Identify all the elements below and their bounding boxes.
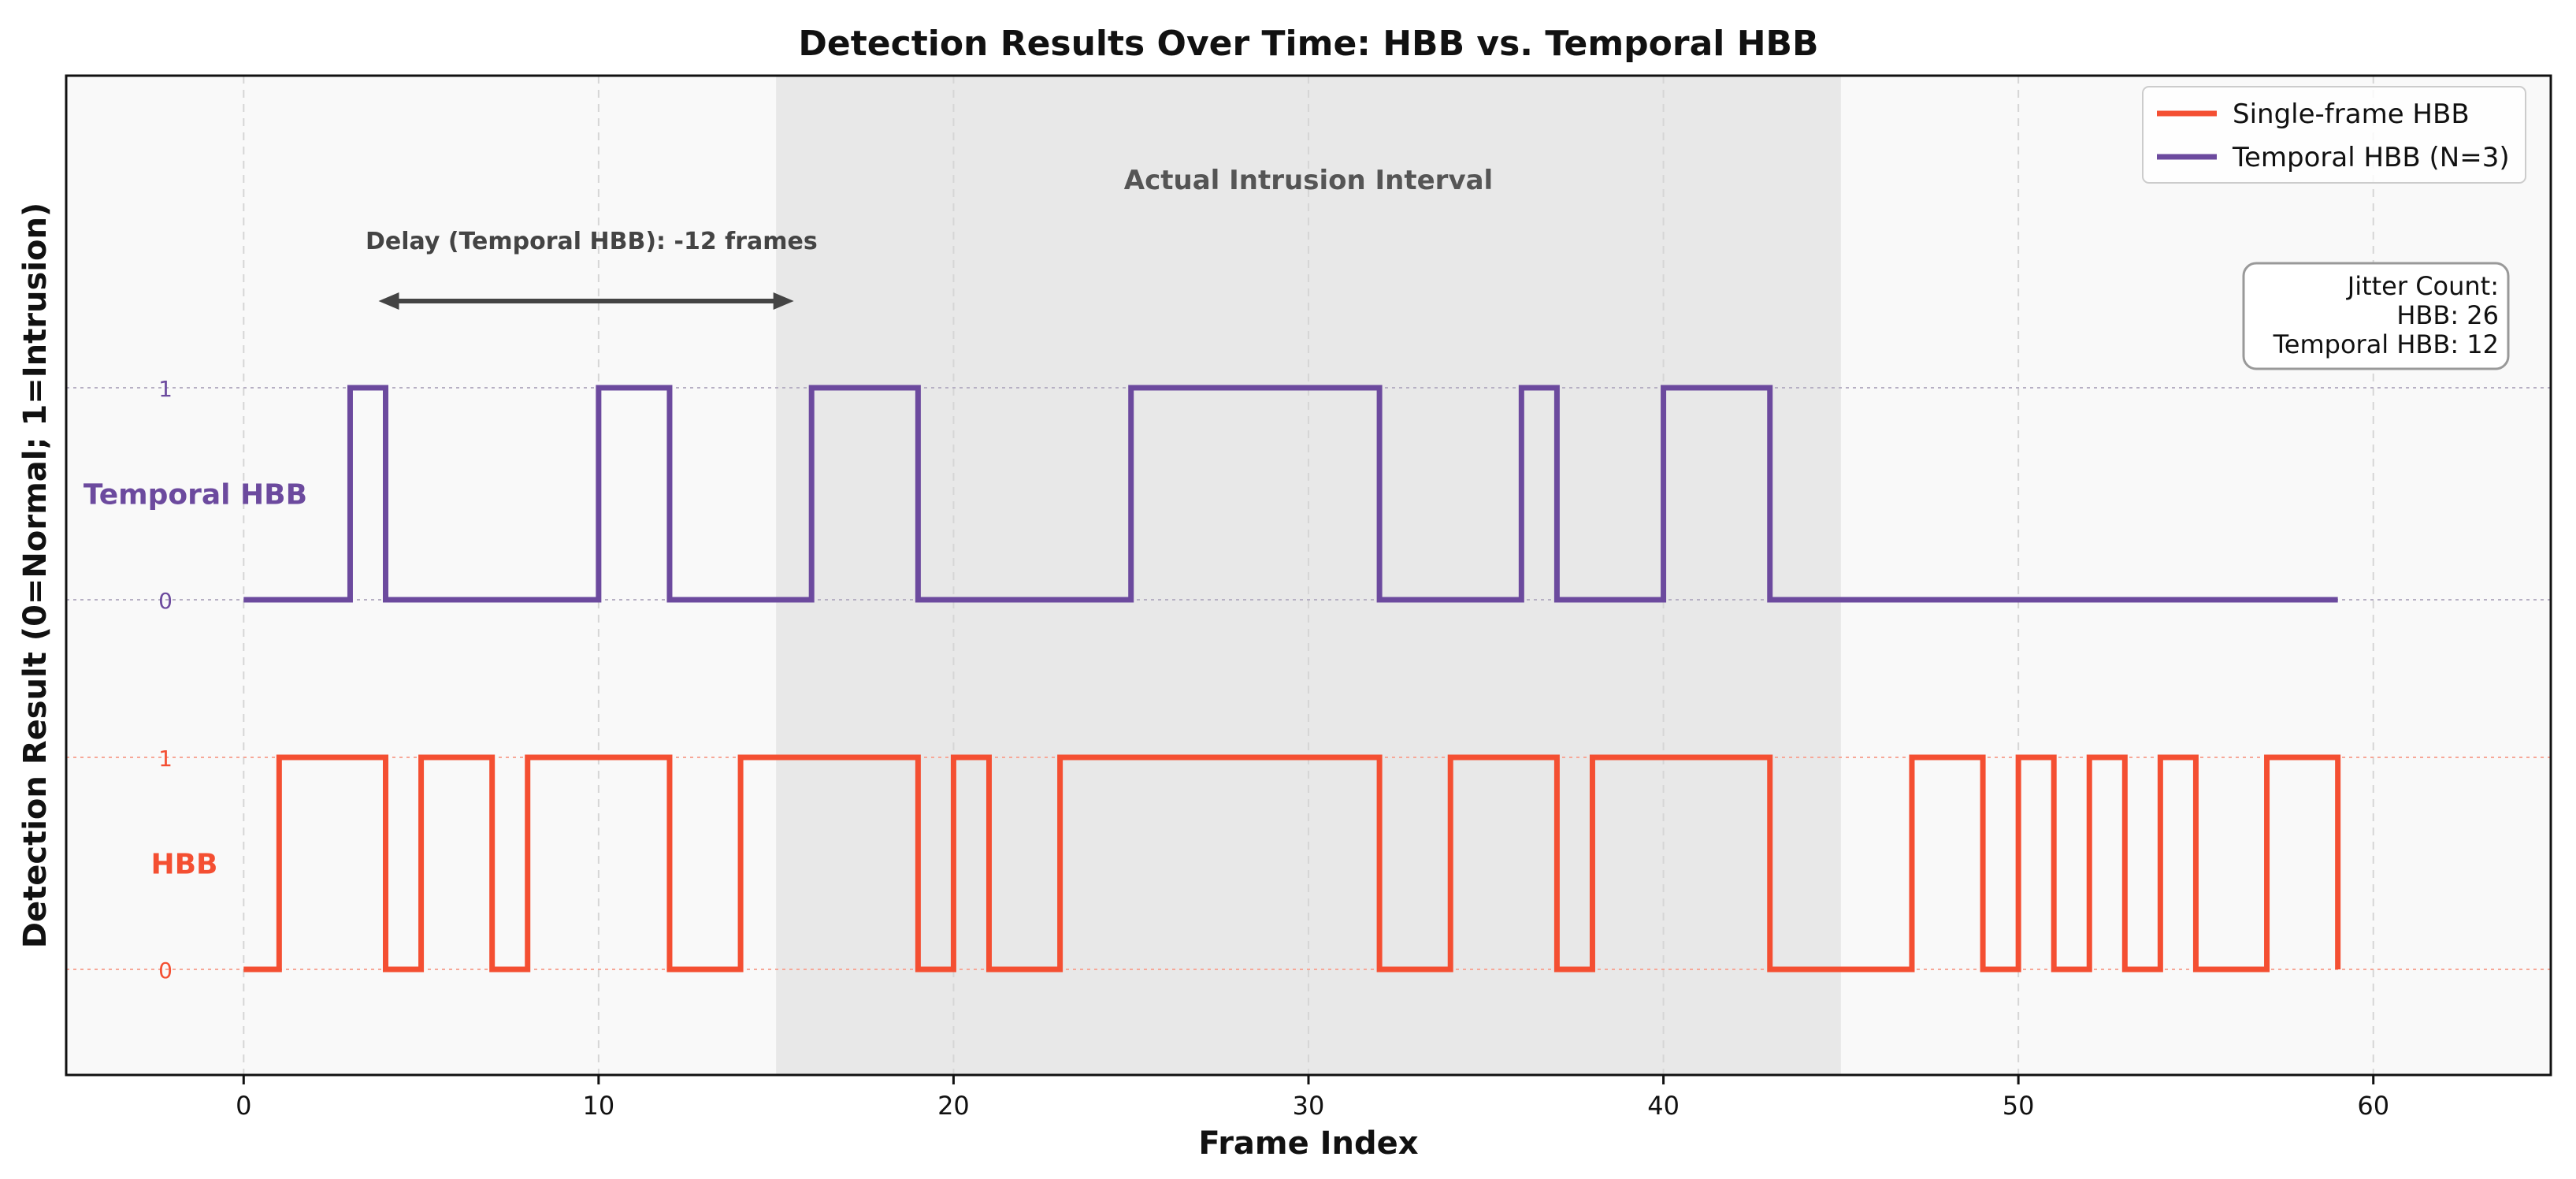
x-tick-label: 20 bbox=[937, 1091, 970, 1121]
chart-title: Detection Results Over Time: HBB vs. Tem… bbox=[798, 24, 1818, 64]
row-label-temporal-hbb: Temporal HBB bbox=[84, 479, 307, 511]
level-tick-label: 0 bbox=[158, 958, 173, 984]
level-tick-label: 0 bbox=[158, 588, 173, 614]
delay-annotation-text: Delay (Temporal HBB): -12 frames bbox=[366, 228, 818, 255]
series-lines bbox=[243, 385, 2341, 973]
level-tick-label: 1 bbox=[158, 376, 173, 402]
legend-box bbox=[2142, 86, 2526, 184]
delay-arrowhead-right bbox=[773, 292, 794, 310]
x-tick-label: 10 bbox=[582, 1091, 614, 1121]
level-tick-labels: 0 1 0 1 bbox=[158, 376, 173, 984]
x-tick-label: 40 bbox=[1647, 1091, 1680, 1121]
y-axis-title: Detection Result (0=Normal; 1=Intrusion) bbox=[17, 203, 54, 948]
series-line-1 bbox=[243, 385, 2338, 603]
x-tick-label: 30 bbox=[1293, 1091, 1325, 1121]
x-tick-label: 0 bbox=[236, 1091, 251, 1121]
jitter-box-line-hbb: HBB: 26 bbox=[2396, 300, 2499, 330]
intrusion-interval-label: Actual Intrusion Interval bbox=[1124, 165, 1493, 196]
legend-label-temporal: Temporal HBB (N=3) bbox=[2232, 142, 2510, 173]
jitter-count-box: Jitter Count: HBB: 26 Temporal HBB: 12 bbox=[2242, 262, 2510, 370]
x-tick-label: 50 bbox=[2003, 1091, 2035, 1121]
legend: Single-frame HBB Temporal HBB (N=3) bbox=[2142, 86, 2526, 184]
x-axis-title: Frame Index bbox=[1198, 1125, 1418, 1162]
delay-arrowhead-left bbox=[378, 292, 399, 310]
jitter-box-line-title: Jitter Count: bbox=[2346, 271, 2499, 301]
legend-label-hbb: Single-frame HBB bbox=[2233, 99, 2470, 130]
row-label-hbb: HBB bbox=[150, 849, 217, 881]
x-axis-ticks: 0 10 20 30 40 50 60 bbox=[236, 1075, 2389, 1121]
jitter-box-frame bbox=[2242, 262, 2510, 370]
level-tick-label: 1 bbox=[158, 746, 173, 772]
jitter-box-line-temporal: Temporal HBB: 12 bbox=[2273, 329, 2499, 359]
series-line-0 bbox=[243, 754, 2341, 973]
x-tick-label: 60 bbox=[2357, 1091, 2389, 1121]
